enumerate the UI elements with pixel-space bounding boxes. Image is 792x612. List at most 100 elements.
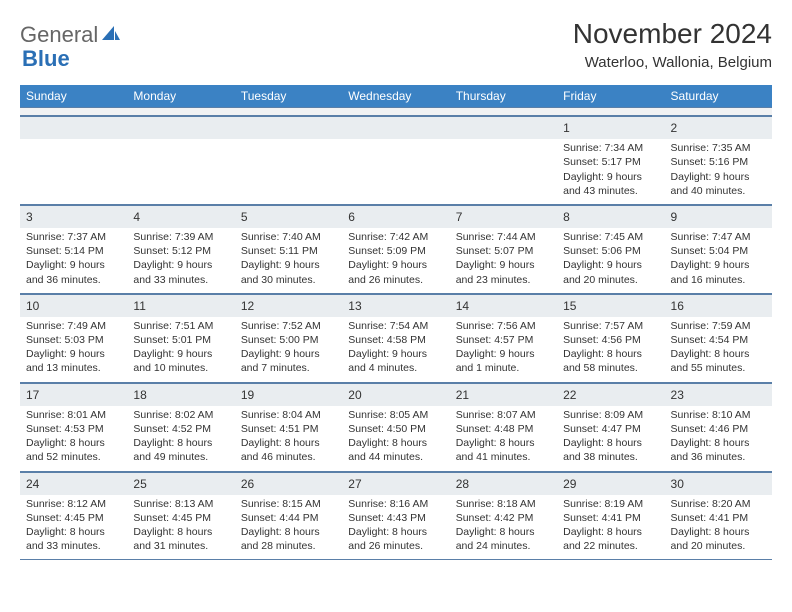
calendar-week: 1Sunrise: 7:34 AMSunset: 5:17 PMDaylight…: [20, 116, 772, 205]
sunrise-text: Sunrise: 7:59 AM: [671, 319, 766, 333]
sunset-text: Sunset: 5:06 PM: [563, 244, 658, 258]
sunset-text: Sunset: 5:00 PM: [241, 333, 336, 347]
day-body: Sunrise: 8:13 AMSunset: 4:45 PMDaylight:…: [127, 495, 234, 560]
calendar-cell: [20, 116, 127, 205]
day-body: Sunrise: 7:42 AMSunset: 5:09 PMDaylight:…: [342, 228, 449, 293]
day-number: 13: [342, 294, 449, 317]
sunrise-text: Sunrise: 8:13 AM: [133, 497, 228, 511]
day-body: Sunrise: 7:37 AMSunset: 5:14 PMDaylight:…: [20, 228, 127, 293]
sunrise-text: Sunrise: 7:52 AM: [241, 319, 336, 333]
day-body: Sunrise: 7:52 AMSunset: 5:00 PMDaylight:…: [235, 317, 342, 382]
daylight-text: Daylight: 8 hours and 20 minutes.: [671, 525, 766, 553]
brand-line2: Blue: [22, 42, 70, 70]
daylight-text: Daylight: 8 hours and 52 minutes.: [26, 436, 121, 464]
daylight-text: Daylight: 9 hours and 30 minutes.: [241, 258, 336, 286]
sunset-text: Sunset: 4:51 PM: [241, 422, 336, 436]
calendar-cell: 6Sunrise: 7:42 AMSunset: 5:09 PMDaylight…: [342, 204, 449, 293]
title-block: November 2024 Waterloo, Wallonia, Belgiu…: [573, 18, 772, 71]
sunset-text: Sunset: 5:16 PM: [671, 155, 766, 169]
daylight-text: Daylight: 9 hours and 20 minutes.: [563, 258, 658, 286]
sunset-text: Sunset: 4:45 PM: [133, 511, 228, 525]
calendar-cell: 2Sunrise: 7:35 AMSunset: 5:16 PMDaylight…: [665, 116, 772, 205]
sunrise-text: Sunrise: 7:51 AM: [133, 319, 228, 333]
sunrise-text: Sunrise: 8:04 AM: [241, 408, 336, 422]
day-body: Sunrise: 8:10 AMSunset: 4:46 PMDaylight:…: [665, 406, 772, 471]
sunset-text: Sunset: 4:48 PM: [456, 422, 551, 436]
day-number: 10: [20, 294, 127, 317]
sunset-text: Sunset: 4:44 PM: [241, 511, 336, 525]
day-number: 5: [235, 205, 342, 228]
day-number: 14: [450, 294, 557, 317]
day-body: Sunrise: 8:01 AMSunset: 4:53 PMDaylight:…: [20, 406, 127, 471]
day-number: 26: [235, 472, 342, 495]
sunset-text: Sunset: 4:41 PM: [671, 511, 766, 525]
day-body-empty: [127, 139, 234, 197]
calendar-cell: 16Sunrise: 7:59 AMSunset: 4:54 PMDayligh…: [665, 293, 772, 382]
sunset-text: Sunset: 4:50 PM: [348, 422, 443, 436]
daylight-text: Daylight: 8 hours and 24 minutes.: [456, 525, 551, 553]
day-body: Sunrise: 8:19 AMSunset: 4:41 PMDaylight:…: [557, 495, 664, 560]
sunrise-text: Sunrise: 7:54 AM: [348, 319, 443, 333]
day-body: Sunrise: 7:45 AMSunset: 5:06 PMDaylight:…: [557, 228, 664, 293]
calendar-cell: 23Sunrise: 8:10 AMSunset: 4:46 PMDayligh…: [665, 382, 772, 471]
calendar-cell: 3Sunrise: 7:37 AMSunset: 5:14 PMDaylight…: [20, 204, 127, 293]
sunrise-text: Sunrise: 8:10 AM: [671, 408, 766, 422]
calendar-cell: 24Sunrise: 8:12 AMSunset: 4:45 PMDayligh…: [20, 471, 127, 560]
day-body: Sunrise: 8:20 AMSunset: 4:41 PMDaylight:…: [665, 495, 772, 560]
sunrise-text: Sunrise: 7:45 AM: [563, 230, 658, 244]
day-number: 8: [557, 205, 664, 228]
sunset-text: Sunset: 4:53 PM: [26, 422, 121, 436]
calendar-week: 10Sunrise: 7:49 AMSunset: 5:03 PMDayligh…: [20, 293, 772, 382]
calendar-cell: 11Sunrise: 7:51 AMSunset: 5:01 PMDayligh…: [127, 293, 234, 382]
daylight-text: Daylight: 9 hours and 23 minutes.: [456, 258, 551, 286]
calendar-week: 24Sunrise: 8:12 AMSunset: 4:45 PMDayligh…: [20, 471, 772, 560]
day-body: Sunrise: 8:15 AMSunset: 4:44 PMDaylight:…: [235, 495, 342, 560]
daylight-text: Daylight: 8 hours and 44 minutes.: [348, 436, 443, 464]
calendar-cell: [450, 116, 557, 205]
daylight-text: Daylight: 9 hours and 33 minutes.: [133, 258, 228, 286]
sunrise-text: Sunrise: 7:49 AM: [26, 319, 121, 333]
daylight-text: Daylight: 9 hours and 10 minutes.: [133, 347, 228, 375]
calendar-cell: [127, 116, 234, 205]
day-number: 6: [342, 205, 449, 228]
day-body: Sunrise: 8:16 AMSunset: 4:43 PMDaylight:…: [342, 495, 449, 560]
calendar-table: Sunday Monday Tuesday Wednesday Thursday…: [20, 85, 772, 560]
brand-sail-icon: [101, 25, 121, 43]
calendar-cell: 13Sunrise: 7:54 AMSunset: 4:58 PMDayligh…: [342, 293, 449, 382]
daylight-text: Daylight: 8 hours and 22 minutes.: [563, 525, 658, 553]
sunrise-text: Sunrise: 7:35 AM: [671, 141, 766, 155]
daylight-text: Daylight: 9 hours and 16 minutes.: [671, 258, 766, 286]
day-number: 18: [127, 383, 234, 406]
calendar-cell: 30Sunrise: 8:20 AMSunset: 4:41 PMDayligh…: [665, 471, 772, 560]
weekday-mon: Monday: [127, 85, 234, 108]
daylight-text: Daylight: 9 hours and 7 minutes.: [241, 347, 336, 375]
day-body-empty: [20, 139, 127, 197]
sunrise-text: Sunrise: 7:34 AM: [563, 141, 658, 155]
spacer-row: [20, 108, 772, 116]
daylight-text: Daylight: 8 hours and 58 minutes.: [563, 347, 658, 375]
day-body: Sunrise: 7:34 AMSunset: 5:17 PMDaylight:…: [557, 139, 664, 204]
page-title: November 2024: [573, 18, 772, 50]
calendar-cell: 19Sunrise: 8:04 AMSunset: 4:51 PMDayligh…: [235, 382, 342, 471]
day-number: 24: [20, 472, 127, 495]
sunset-text: Sunset: 5:04 PM: [671, 244, 766, 258]
sunset-text: Sunset: 4:46 PM: [671, 422, 766, 436]
calendar-body: 1Sunrise: 7:34 AMSunset: 5:17 PMDaylight…: [20, 108, 772, 560]
sunrise-text: Sunrise: 8:16 AM: [348, 497, 443, 511]
day-body: Sunrise: 8:02 AMSunset: 4:52 PMDaylight:…: [127, 406, 234, 471]
day-body-empty: [235, 139, 342, 197]
sunset-text: Sunset: 4:47 PM: [563, 422, 658, 436]
calendar-cell: 14Sunrise: 7:56 AMSunset: 4:57 PMDayligh…: [450, 293, 557, 382]
sunset-text: Sunset: 4:42 PM: [456, 511, 551, 525]
day-number: 19: [235, 383, 342, 406]
day-number: 20: [342, 383, 449, 406]
calendar-cell: 18Sunrise: 8:02 AMSunset: 4:52 PMDayligh…: [127, 382, 234, 471]
daylight-text: Daylight: 8 hours and 33 minutes.: [26, 525, 121, 553]
day-body: Sunrise: 8:09 AMSunset: 4:47 PMDaylight:…: [557, 406, 664, 471]
sunrise-text: Sunrise: 8:15 AM: [241, 497, 336, 511]
day-body: Sunrise: 8:18 AMSunset: 4:42 PMDaylight:…: [450, 495, 557, 560]
sunrise-text: Sunrise: 8:12 AM: [26, 497, 121, 511]
sunrise-text: Sunrise: 8:05 AM: [348, 408, 443, 422]
day-number: 30: [665, 472, 772, 495]
daylight-text: Daylight: 8 hours and 31 minutes.: [133, 525, 228, 553]
